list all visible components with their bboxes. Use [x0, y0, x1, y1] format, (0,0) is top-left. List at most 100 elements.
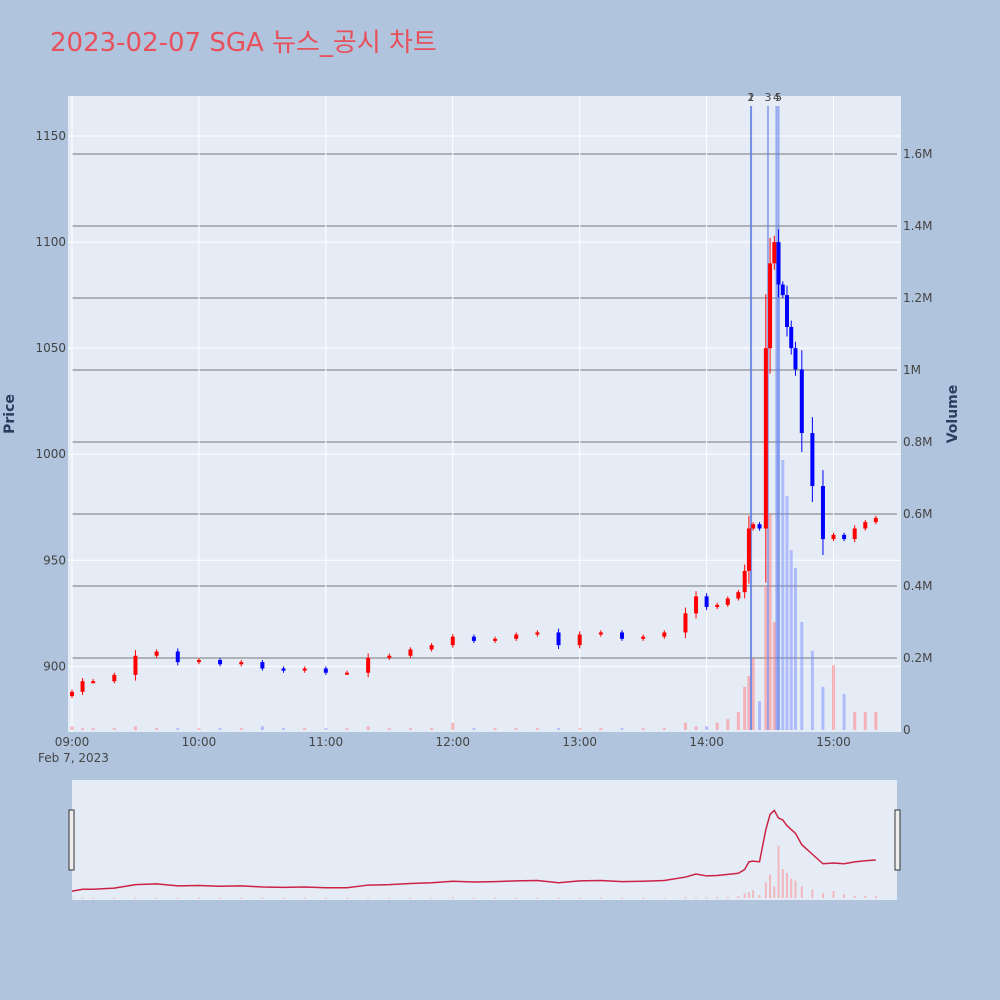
volume-bar	[387, 728, 391, 730]
candle-body	[70, 691, 74, 697]
candle-body	[514, 634, 519, 639]
candle-body	[175, 651, 180, 663]
news-marker-label: 4	[773, 91, 780, 104]
range-slider-right-handle[interactable]	[894, 809, 901, 871]
slider-volume-bar	[134, 897, 137, 899]
slider-volume-bar	[758, 894, 761, 898]
candle-body	[450, 636, 455, 646]
candle-body	[154, 651, 159, 656]
candle-body	[751, 524, 756, 529]
range-slider-left-handle[interactable]	[68, 809, 75, 871]
volume-bar	[345, 728, 349, 730]
volume-bar	[239, 728, 243, 730]
candle-body	[757, 524, 762, 529]
range-slider-preview	[71, 809, 877, 899]
candle-body	[345, 672, 349, 675]
volume-bar	[260, 726, 264, 730]
candle-body	[239, 662, 244, 665]
volume-tick-label: 1.6M	[903, 147, 932, 161]
volume-bar	[758, 701, 761, 730]
candle-body	[736, 592, 741, 599]
volume-bar	[726, 719, 730, 730]
slider-volume-bar	[282, 897, 285, 899]
candle-body	[281, 668, 286, 671]
candle-body	[772, 242, 777, 264]
volume-bar	[863, 712, 867, 730]
volume-bar	[493, 728, 497, 730]
volume-bar	[789, 550, 793, 730]
volume-bar	[832, 665, 836, 730]
slider-volume-bar	[578, 897, 581, 899]
volume-bar	[694, 726, 698, 730]
candle-body	[780, 284, 785, 296]
news-markers: 12 3 45	[748, 91, 782, 730]
candle-body	[133, 655, 138, 675]
volume-bar	[764, 586, 768, 730]
volume-bar	[408, 728, 412, 730]
time-tick-label: 15:00	[816, 735, 851, 749]
volume-bar	[155, 728, 159, 730]
y2-axis-title: Volume	[945, 385, 961, 444]
slider-volume-bar	[716, 897, 719, 899]
slider-volume-bar	[695, 897, 698, 899]
volume-bars	[70, 244, 878, 730]
volume-bar	[736, 712, 740, 730]
slider-volume-bar	[790, 878, 793, 898]
candle-body	[323, 668, 328, 673]
volume-bar	[715, 722, 719, 730]
volume-bar	[747, 676, 751, 730]
candle-body	[598, 632, 603, 635]
slider-volume-bar	[781, 868, 784, 898]
candle-body	[785, 295, 789, 327]
candle-body	[641, 636, 646, 639]
volume-bar	[772, 622, 776, 730]
range-slider[interactable]	[72, 780, 897, 900]
slider-volume-bar	[113, 897, 116, 899]
slider-volume-bar	[705, 897, 708, 899]
volume-bar	[324, 728, 328, 730]
slider-volume-bar	[599, 897, 602, 899]
slider-volume-bar	[494, 897, 497, 899]
candle-body	[471, 636, 476, 641]
volume-bar	[683, 722, 687, 730]
candle-body	[302, 668, 307, 671]
candle-body	[112, 674, 117, 682]
price-tick-label: 900	[43, 659, 66, 673]
candle-body	[493, 638, 498, 641]
volume-tick-label: 1.4M	[903, 219, 932, 233]
candle-body	[80, 681, 85, 692]
price-axis-ticks: 900 950 1000 1050 1100 1150	[35, 129, 66, 673]
volume-bar	[874, 712, 878, 730]
slider-volume-bar	[71, 897, 73, 899]
slider-volume-bar	[197, 897, 200, 899]
volume-tick-label: 1.2M	[903, 291, 932, 305]
volume-bar	[599, 728, 603, 730]
volume-bar	[800, 622, 804, 730]
time-tick-label: 11:00	[309, 735, 344, 749]
slider-volume-bar	[726, 896, 729, 898]
volume-bar	[282, 728, 286, 730]
slider-volume-bar	[240, 897, 243, 899]
slider-volume-bar	[92, 897, 95, 899]
candle-body	[820, 486, 825, 540]
slider-volume-bar	[684, 897, 687, 899]
slider-volume-bar	[621, 897, 623, 899]
candle-body	[429, 645, 434, 650]
candle-body	[408, 649, 413, 656]
news-marker-label: 5	[775, 91, 782, 104]
slider-volume-bar	[557, 897, 560, 899]
slider-volume-bar	[261, 897, 264, 899]
gridlines	[68, 96, 901, 732]
volume-tick-label: 1M	[903, 363, 921, 377]
volume-bar	[810, 650, 814, 730]
candle-body	[810, 433, 815, 487]
main-plot-area	[68, 96, 901, 732]
news-marker-label: 3	[764, 91, 771, 104]
slider-volume-bar	[642, 897, 645, 899]
volume-tick-label: 0.4M	[903, 579, 932, 593]
volume-bar	[303, 728, 307, 730]
candle-body	[196, 660, 201, 663]
slider-volume-bar	[811, 889, 814, 898]
volume-bar	[641, 728, 645, 730]
